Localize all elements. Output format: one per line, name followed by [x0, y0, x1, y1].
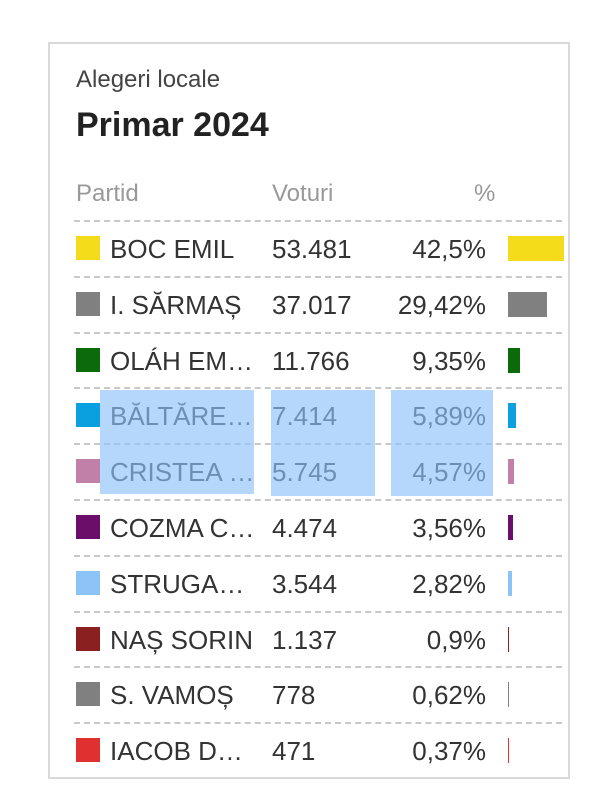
share-bar	[508, 291, 547, 317]
vote-percent: 0,37%	[412, 736, 486, 767]
results-card: Alegeri locale Primar 2024 Partid Voturi…	[48, 42, 570, 779]
party-color-swatch	[76, 570, 100, 595]
share-bar	[508, 403, 516, 429]
candidate-name: BOC EMIL	[110, 234, 235, 264]
vote-percent: 42,5%	[412, 234, 486, 264]
vote-count: 11.766	[272, 345, 350, 376]
vote-percent: 9,35%	[412, 345, 486, 376]
widget-title: Primar 2024	[76, 106, 269, 144]
party-color-swatch	[76, 514, 100, 539]
table-header: Partid Voturi %	[74, 180, 562, 220]
column-header-party: Partid	[76, 180, 139, 207]
share-bar	[508, 570, 512, 596]
vote-count: 37.017	[272, 289, 352, 320]
candidate-name: COZMA CRISTIAN	[110, 512, 260, 543]
table-row: NAȘ SORIN 1.137 0,9%	[74, 610, 562, 667]
party-color-swatch	[76, 347, 100, 372]
widget-subtitle: Alegeri locale	[76, 66, 221, 93]
share-bar	[508, 626, 510, 652]
party-color-swatch	[76, 291, 100, 316]
candidate-name: NAȘ SORIN	[110, 624, 254, 655]
share-bar	[508, 682, 509, 708]
column-header-percent: %	[474, 180, 496, 207]
party-color-swatch	[76, 626, 100, 651]
party-color-swatch	[76, 682, 100, 707]
table-row: BOC EMIL 53.481 42,5%	[74, 220, 564, 276]
column-header-votes: Voturi	[272, 180, 334, 207]
candidate-name: I. SĂRMAȘ	[110, 289, 242, 320]
party-color-swatch	[76, 236, 100, 260]
candidate-name: IACOB DANIEL	[110, 736, 260, 767]
candidate-name: OLÁH EMESE	[110, 345, 260, 376]
vote-count: 4.474	[272, 512, 338, 543]
table-row: I. SĂRMAȘ 37.017 29,42%	[74, 275, 562, 332]
table-row: COZMA CRISTIAN 4.474 3,56%	[74, 498, 562, 555]
vote-percent: 2,82%	[412, 568, 486, 599]
table-row: IACOB DANIEL 471 0,37%	[74, 722, 562, 778]
vote-percent: 0,62%	[412, 680, 486, 711]
share-bar	[508, 514, 513, 540]
vote-count: 471	[272, 736, 316, 767]
candidate-name: STRUGARIU	[110, 568, 260, 599]
table-row: STRUGARIU 3.544 2,82%	[74, 554, 562, 611]
selection-highlight-percent	[391, 390, 493, 496]
share-bar	[508, 236, 564, 261]
selection-highlight-name	[100, 390, 254, 494]
table-row: S. VAMOȘ 778 0,62%	[74, 666, 562, 722]
results-table: BOC EMIL 53.481 42,5% I. SĂRMAȘ 37.017 29,42%…	[74, 220, 564, 778]
vote-percent: 0,9%	[426, 624, 486, 655]
party-color-swatch	[76, 403, 100, 428]
share-bar	[508, 738, 509, 764]
selection-highlight-votes	[271, 390, 375, 496]
party-color-swatch	[76, 459, 100, 484]
vote-count: 3.544	[272, 568, 338, 599]
share-bar	[508, 347, 521, 373]
vote-percent: 3,56%	[412, 512, 486, 543]
vote-count: 53.481	[272, 234, 352, 264]
share-bar	[508, 459, 515, 485]
table-row: OLÁH EMESE 11.766 9,35%	[74, 331, 562, 388]
vote-count: 1.137	[272, 624, 338, 655]
party-color-swatch	[76, 738, 100, 763]
vote-count: 778	[272, 680, 316, 711]
vote-percent: 29,42%	[397, 289, 486, 320]
candidate-name: S. VAMOȘ	[110, 680, 234, 711]
